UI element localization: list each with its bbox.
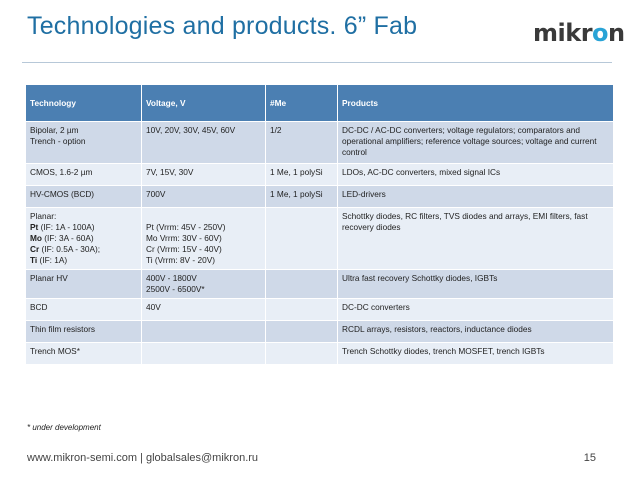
metal-current: (IF: 1A) — [37, 255, 68, 265]
cell-me — [265, 269, 338, 299]
cell-technology: Trench MOS* — [25, 342, 142, 365]
cell-line: Cr (IF: 0.5A - 30A); — [30, 244, 137, 255]
cell-line: 10V, 20V, 30V, 45V, 60V — [146, 125, 236, 135]
header-voltage: Voltage, V — [141, 84, 266, 122]
cell-line: Trench - option — [30, 136, 86, 146]
cell-technology: Planar HV — [25, 269, 142, 299]
cell-products: DC-DC converters — [337, 298, 614, 321]
cell-voltage: 700V — [141, 185, 266, 208]
metal-current: (IF: 3A - 60A) — [41, 233, 94, 243]
cell-line: Pt (IF: 1A - 100A) — [30, 222, 137, 233]
logo-text-part1: mikr — [533, 19, 593, 47]
table-row: Planar: Pt (IF: 1A - 100A) Mo (IF: 3A - … — [25, 207, 614, 270]
logo-text-part3: n — [608, 19, 625, 47]
metal-code: Pt — [30, 222, 39, 232]
cell-voltage: Pt (Vrrm: 45V - 250V) Mo Vrrm: 30V - 60V… — [141, 207, 266, 270]
header-products: Products — [337, 84, 614, 122]
cell-technology: CMOS, 1.6-2 µm — [25, 163, 142, 186]
cell-voltage: 10V, 20V, 30V, 45V, 60V — [141, 121, 266, 164]
cell-voltage: 7V, 15V, 30V — [141, 163, 266, 186]
cell-me — [265, 342, 338, 365]
cell-line: Ti (IF: 1A) — [30, 255, 137, 266]
title-divider — [22, 62, 612, 63]
cell-me: 1 Me, 1 polySi — [265, 185, 338, 208]
cell-me — [265, 298, 338, 321]
cell-line: BCD — [30, 302, 48, 312]
metal-code: Mo — [30, 233, 42, 243]
table-row: CMOS, 1.6-2 µm 7V, 15V, 30V 1 Me, 1 poly… — [25, 163, 614, 186]
cell-line: 2500V - 6500V* — [146, 284, 205, 294]
cell-line: Cr (Vrrm: 15V - 40V) — [146, 244, 222, 254]
cell-products: Ultra fast recovery Schottky diodes, IGB… — [337, 269, 614, 299]
metal-code: Cr — [30, 244, 40, 254]
slide-title: Technologies and products. 6” Fab — [27, 12, 418, 40]
cell-line: 400V - 1800V — [146, 273, 197, 283]
cell-line: 700V — [146, 189, 166, 199]
cell-products: DC-DC / AC-DC converters; voltage regula… — [337, 121, 614, 164]
table-row: Thin film resistors RCDL arrays, resisto… — [25, 320, 614, 343]
cell-line: Mo (IF: 3A - 60A) — [30, 233, 137, 244]
cell-me: 1 Me, 1 polySi — [265, 163, 338, 186]
header-technology: Technology — [25, 84, 142, 122]
table-row: Bipolar, 2 µm Trench - option 10V, 20V, … — [25, 121, 614, 164]
page-number: 15 — [583, 452, 596, 464]
metal-current: (IF: 0.5A - 30A); — [39, 244, 101, 254]
cell-voltage — [141, 342, 266, 365]
cell-me — [265, 207, 338, 270]
cell-line: 40V — [146, 302, 161, 312]
table-row: Trench MOS* Trench Schottky diodes, tren… — [25, 342, 614, 365]
cell-voltage: 400V - 1800V 2500V - 6500V* — [141, 269, 266, 299]
cell-products: LED-drivers — [337, 185, 614, 208]
cell-products: LDOs, AC-DC converters, mixed signal ICs — [337, 163, 614, 186]
development-footnote: * under development — [27, 423, 101, 432]
header-me: #Me — [265, 84, 338, 122]
cell-voltage: 40V — [141, 298, 266, 321]
cell-me — [265, 320, 338, 343]
cell-products: Trench Schottky diodes, trench MOSFET, t… — [337, 342, 614, 365]
cell-line: Ti (Vrrm: 8V - 20V) — [146, 255, 215, 265]
table-header-row: Technology Voltage, V #Me Products — [25, 84, 614, 122]
metal-code: Ti — [30, 255, 38, 265]
footer-contact: www.mikron-semi.com | globalsales@mikron… — [27, 452, 259, 464]
cell-line: 7V, 15V, 30V — [146, 167, 194, 177]
table-row: HV-CMOS (BCD) 700V 1 Me, 1 polySi LED-dr… — [25, 185, 614, 208]
logo-text-o: o — [592, 19, 609, 47]
cell-technology: Planar: Pt (IF: 1A - 100A) Mo (IF: 3A - … — [25, 207, 142, 270]
cell-technology: BCD — [25, 298, 142, 321]
cell-line: HV-CMOS (BCD) — [30, 189, 95, 199]
cell-line: Pt (Vrrm: 45V - 250V) — [146, 222, 226, 232]
cell-voltage — [141, 320, 266, 343]
cell-products: Schottky diodes, RC filters, TVS diodes … — [337, 207, 614, 270]
table-row: BCD 40V DC-DC converters — [25, 298, 614, 321]
cell-technology: Thin film resistors — [25, 320, 142, 343]
cell-line: Thin film resistors — [30, 324, 96, 334]
metal-current: (IF: 1A - 100A) — [38, 222, 95, 232]
technology-table: Technology Voltage, V #Me Products Bipol… — [25, 84, 614, 365]
cell-technology: Bipolar, 2 µm Trench - option — [25, 121, 142, 164]
cell-line: Mo Vrrm: 30V - 60V) — [146, 233, 222, 243]
cell-me: 1/2 — [265, 121, 338, 164]
mikron-logo: mikron — [533, 19, 625, 47]
cell-line: Planar: — [30, 211, 57, 221]
cell-line: Trench MOS* — [30, 346, 80, 356]
cell-products: RCDL arrays, resistors, reactors, induct… — [337, 320, 614, 343]
cell-technology: HV-CMOS (BCD) — [25, 185, 142, 208]
cell-line: Bipolar, 2 µm — [30, 125, 79, 135]
cell-line: CMOS, 1.6-2 µm — [30, 167, 93, 177]
table-row: Planar HV 400V - 1800V 2500V - 6500V* Ul… — [25, 269, 614, 299]
cell-line: Planar HV — [30, 273, 68, 283]
